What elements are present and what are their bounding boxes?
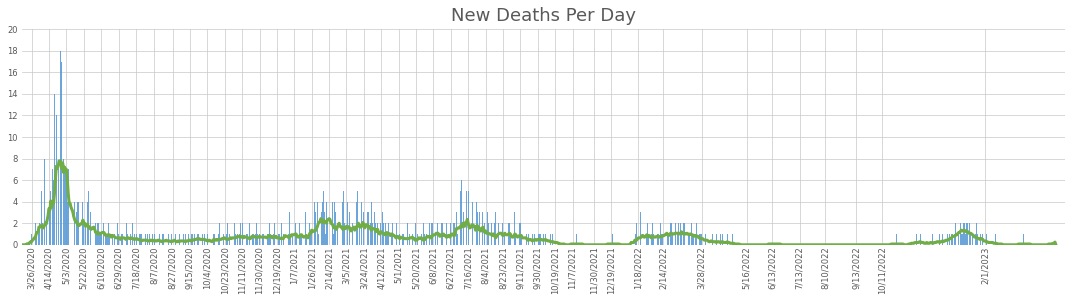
Title: New Deaths Per Day: New Deaths Per Day — [451, 7, 637, 25]
